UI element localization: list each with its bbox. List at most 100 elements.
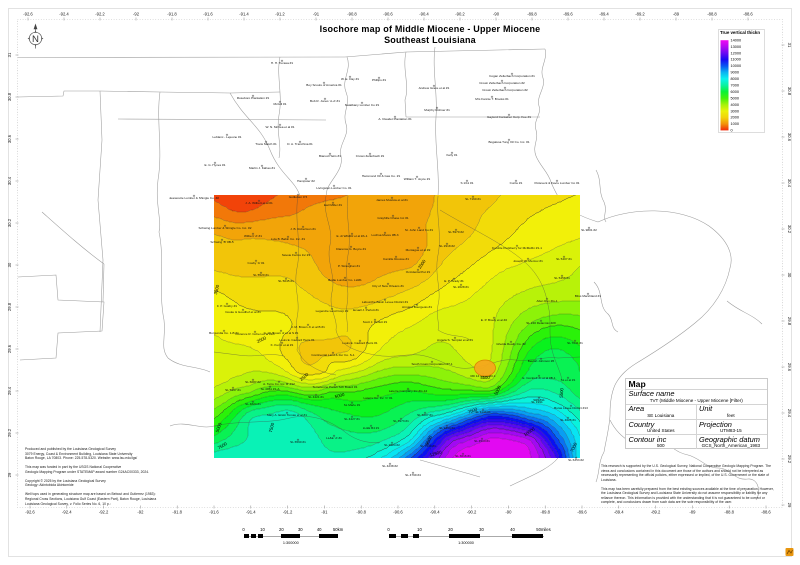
svg-text:-89: -89 — [673, 12, 680, 17]
svg-text:A. Claudet Plantation #1: A. Claudet Plantation #1 — [378, 117, 412, 121]
svg-text:-92.6: -92.6 — [25, 510, 35, 515]
svg-text:2000: 2000 — [731, 116, 740, 120]
svg-text:James Mustow et al #1: James Mustow et al #1 — [376, 198, 408, 202]
svg-text:Bliss Marshland #1: Bliss Marshland #1 — [575, 294, 601, 298]
svg-text:2500: 2500 — [299, 371, 310, 381]
svg-text:Hampster #2: Hampster #2 — [297, 179, 315, 183]
svg-text:SL 4514 #1: SL 4514 #1 — [474, 439, 490, 443]
svg-text:4000: 4000 — [731, 103, 740, 107]
svg-text:A. Terre Co. Inc ‘B’ #12: A. Terre Co. Inc ‘B’ #12 — [263, 382, 295, 386]
svg-text:Cogan Zellerbach Corporation #: Cogan Zellerbach Corporation #1 — [489, 74, 535, 78]
svg-text:SL 7160 #1: SL 7160 #1 — [465, 197, 481, 201]
svg-text:-91: -91 — [321, 510, 328, 515]
svg-text:Kumble Puckberry for McMoRn #1: Kumble Puckberry for McMoRn #1-1 — [492, 246, 542, 250]
svg-text:31: 31 — [7, 52, 12, 57]
svg-text:LL&E ‘A’ #1: LL&E ‘A’ #1 — [326, 436, 342, 440]
svg-text:Jeanerette Lumber & Shingle Co: Jeanerette Lumber & Shingle Co. #2 — [169, 196, 219, 200]
svg-text:Livingston Lumber Co. #1: Livingston Lumber Co. #1 — [316, 186, 352, 190]
svg-text:H. H. Tucasa #1: H. H. Tucasa #1 — [271, 61, 293, 65]
svg-text:SL 2624 #2: SL 2624 #2 — [384, 443, 400, 447]
svg-text:Buras Levee District #13: Buras Levee District #13 — [554, 406, 588, 410]
svg-text:Schwing Lumber & Shingle Co. I: Schwing Lumber & Shingle Co. Inc. #2 — [199, 226, 252, 230]
svg-text:Wilbert ‘A’ #1: Wilbert ‘A’ #1 — [244, 234, 262, 238]
svg-text:3000: 3000 — [731, 109, 740, 113]
svg-text:8000: 8000 — [731, 77, 740, 81]
svg-text:-89.8: -89.8 — [527, 12, 537, 17]
svg-text:5500: 5500 — [559, 387, 565, 398]
svg-text:Luchsa Moore #B-3: Luchsa Moore #B-3 — [372, 233, 399, 237]
svg-text:-91.4: -91.4 — [246, 510, 256, 515]
svg-text:Cooke & Goodhof et al #1: Cooke & Goodhof et al #1 — [225, 310, 261, 314]
svg-text:30.8: 30.8 — [7, 92, 12, 101]
svg-text:6000: 6000 — [731, 90, 740, 94]
svg-text:-89.2: -89.2 — [651, 510, 661, 515]
svg-text:Laterre Company Inc #G-12: Laterre Company Inc #G-12 — [389, 389, 428, 393]
svg-text:-90: -90 — [505, 510, 512, 515]
svg-text:Terrebonne Parish Sch Board #1: Terrebonne Parish Sch Board #1 — [313, 385, 358, 389]
svg-text:30.8: 30.8 — [787, 87, 792, 96]
svg-text:29.4: 29.4 — [7, 386, 12, 395]
svg-text:Martin J. Kahao #1: Martin J. Kahao #1 — [249, 166, 275, 170]
svg-text:E. P. Brady #1: E. P. Brady #1 — [444, 279, 464, 283]
svg-text:-88.8: -88.8 — [724, 510, 734, 515]
svg-text:29.2: 29.2 — [787, 455, 792, 464]
svg-text:N: N — [32, 34, 39, 45]
svg-text:29.4: 29.4 — [787, 409, 792, 418]
svg-text:Kelly #1: Kelly #1 — [446, 153, 457, 157]
svg-text:30.4: 30.4 — [7, 176, 12, 185]
svg-text:5000: 5000 — [493, 384, 502, 395]
svg-text:-88.6: -88.6 — [743, 12, 753, 17]
svg-text:Ecuall J. Perlutt #1: Ecuall J. Perlutt #1 — [353, 308, 379, 312]
svg-text:Bodie Lumber Co. Ltd#1: Bodie Lumber Co. Ltd#1 — [328, 278, 362, 282]
svg-text:Allen Rux #G-1: Allen Rux #G-1 — [537, 299, 558, 303]
svg-text:W. E. Day #1: W. E. Day #1 — [341, 77, 359, 81]
svg-text:Legendre Land Corp #2: Legendre Land Corp #2 — [316, 309, 349, 313]
svg-text:-90.4: -90.4 — [419, 12, 429, 17]
svg-text:9500: 9500 — [424, 434, 433, 445]
svg-text:Beulah Johnson #6: Beulah Johnson #6 — [528, 359, 555, 363]
svg-text:29.8: 29.8 — [787, 317, 792, 326]
svg-text:Bianud Heirs #1: Bianud Heirs #1 — [319, 154, 341, 158]
svg-text:SL 5997 #1: SL 5997 #1 — [225, 388, 241, 392]
svg-text:-89.8: -89.8 — [540, 510, 550, 515]
svg-text:5000: 5000 — [334, 392, 345, 400]
svg-text:Schwing ‘B’ #B-5: Schwing ‘B’ #B-5 — [210, 240, 234, 244]
svg-text:Lafourche Basin Levee District: Lafourche Basin Levee District #1 — [362, 300, 409, 304]
svg-text:South Coast Corporation #?-1: South Coast Corporation #?-1 — [411, 362, 452, 366]
svg-text:Currie #1: Currie #1 — [510, 181, 523, 185]
svg-text:Earl Miller #1: Earl Miller #1 — [324, 203, 342, 207]
svg-text:Lula B. Babin Co. Inc. #1: Lula B. Babin Co. Inc. #1 — [271, 237, 306, 241]
svg-text:11000: 11000 — [731, 58, 741, 62]
svg-text:5000: 5000 — [215, 422, 223, 433]
svg-text:-91.2: -91.2 — [283, 510, 293, 515]
svg-text:Cosby ‘A’ #1: Cosby ‘A’ #1 — [247, 261, 264, 265]
svg-text:Trans Match #1: Trans Match #1 — [255, 142, 277, 146]
svg-text:-90.2: -90.2 — [455, 12, 465, 17]
svg-text:30.6: 30.6 — [7, 134, 12, 143]
svg-text:-89.4: -89.4 — [599, 12, 609, 17]
svg-text:-91: -91 — [313, 12, 320, 17]
svg-text:Leblanc - Lejeune #1: Leblanc - Lejeune #1 — [213, 135, 242, 139]
svg-text:SL 5520 #1: SL 5520 #1 — [253, 273, 269, 277]
svg-text:2000: 2000 — [417, 258, 427, 269]
svg-text:SL 5458 #1: SL 5458 #1 — [554, 276, 570, 280]
svg-text:Gaylord Container Corp. Fee #1: Gaylord Container Corp. Fee #1 — [487, 115, 531, 119]
svg-text:Joseph W. Mercux #1: Joseph W. Mercux #1 — [513, 259, 543, 263]
svg-text:E. di Wildlitz et al #A-1: E. di Wildlitz et al #A-1 — [337, 234, 368, 238]
svg-text:-89.6: -89.6 — [563, 12, 573, 17]
svg-text:-91.2: -91.2 — [275, 12, 285, 17]
svg-text:Gottleben # 5: Gottleben # 5 — [289, 195, 308, 199]
svg-text:-92.2: -92.2 — [99, 510, 109, 515]
svg-text:SL 4238 #2: SL 4238 #2 — [382, 464, 398, 468]
svg-text:12500: 12500 — [429, 449, 443, 457]
svg-text:-91.8: -91.8 — [167, 12, 177, 17]
svg-text:J. A. Wilbert et al #1: J. A. Wilbert et al #1 — [245, 201, 273, 205]
svg-text:Grayhille Chase Inc #1: Grayhille Chase Inc #1 — [377, 216, 409, 220]
svg-text:SL 9314 #1: SL 9314 #1 — [439, 426, 455, 430]
svg-text:J. B. Robertson #1: J. B. Robertson #1 — [290, 227, 316, 231]
svg-text:3500: 3500 — [213, 284, 221, 295]
svg-text:G. W. Brown Jr et al S #1: G. W. Brown Jr et al S #1 — [264, 331, 299, 335]
svg-text:10000: 10000 — [523, 426, 536, 437]
svg-text:SL 4824 #1: SL 4824 #1 — [245, 402, 261, 406]
svg-text:9000: 9000 — [731, 71, 740, 75]
